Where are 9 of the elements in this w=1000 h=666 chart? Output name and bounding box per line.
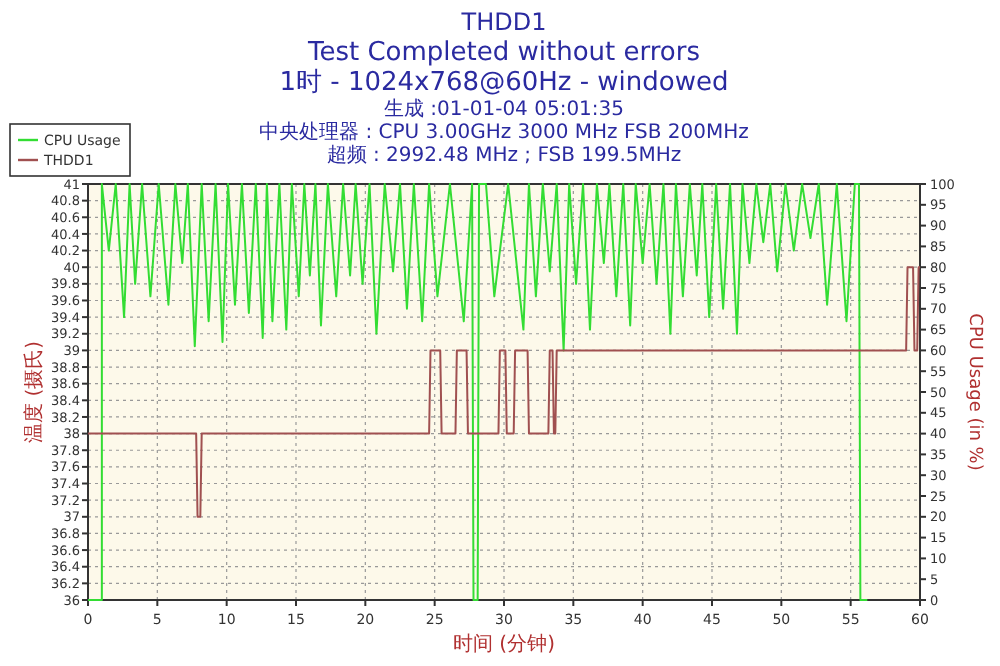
text: 超频 : 2992.48 MHz ; FSB 199.5MHz — [326, 143, 682, 167]
chart-subtitle: Test Completed without errors — [305, 38, 701, 68]
text: 生成 :01-01-04 05:01:35 — [383, 97, 625, 121]
x-axis-title: 时间 (分钟) — [453, 632, 556, 656]
y-axis-title: 温度 (摄氏) — [22, 340, 46, 443]
text: 中央处理器 : CPU 3.00GHz 3000 MHz FSB 200MHz — [259, 120, 749, 144]
text: 1时 - 1024x768@60Hz - windowed — [279, 68, 729, 98]
y2-axis-title: CPU Usage (in %) — [964, 313, 984, 471]
chart-title: THDD1 — [459, 8, 547, 36]
